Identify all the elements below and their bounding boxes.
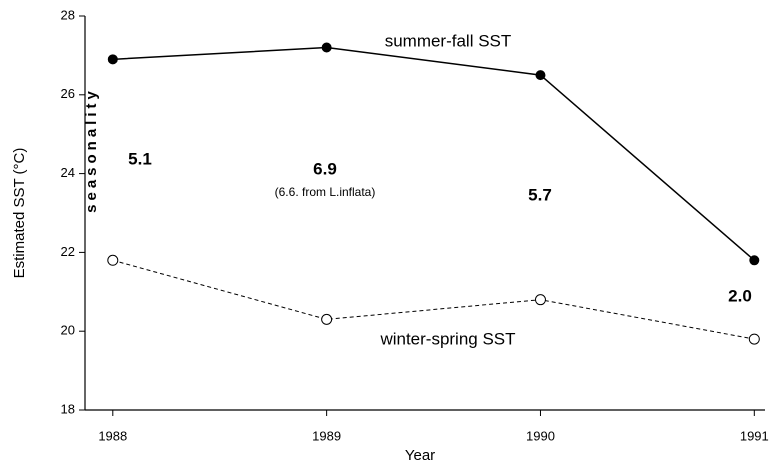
- series-label: summer-fall SST: [385, 31, 512, 50]
- y-tick-label: 18: [61, 401, 75, 416]
- x-tick-label: 1991: [740, 428, 769, 443]
- y-axis-title: Estimated SST (°C): [11, 148, 28, 279]
- y-tick-label: 20: [61, 323, 75, 338]
- point: [107, 54, 118, 65]
- point: [321, 42, 332, 53]
- y-tick-label: 22: [61, 244, 75, 259]
- annotation: 5.7: [528, 185, 552, 204]
- series-line: [112, 259, 755, 340]
- y-tick-label: 26: [61, 86, 75, 101]
- point: [535, 70, 546, 81]
- annotation: seasonality: [83, 87, 100, 213]
- point: [748, 333, 760, 345]
- y-tick-label: 24: [61, 165, 75, 180]
- x-tick-label: 1990: [526, 428, 555, 443]
- series-label: winter-spring SST: [379, 329, 515, 348]
- y-tick-label: 28: [61, 7, 75, 22]
- annotation: 2.0: [728, 286, 752, 305]
- point: [321, 313, 333, 325]
- x-axis-title: Year: [405, 447, 435, 464]
- point: [107, 254, 119, 266]
- annotation: (6.6. from L.inflata): [275, 185, 376, 199]
- point: [534, 294, 546, 306]
- annotation: 5.1: [128, 149, 152, 168]
- point: [749, 255, 760, 266]
- annotation: 6.9: [313, 159, 337, 178]
- x-tick-label: 1989: [312, 428, 341, 443]
- series-line: [112, 46, 755, 261]
- x-tick-label: 1988: [98, 428, 127, 443]
